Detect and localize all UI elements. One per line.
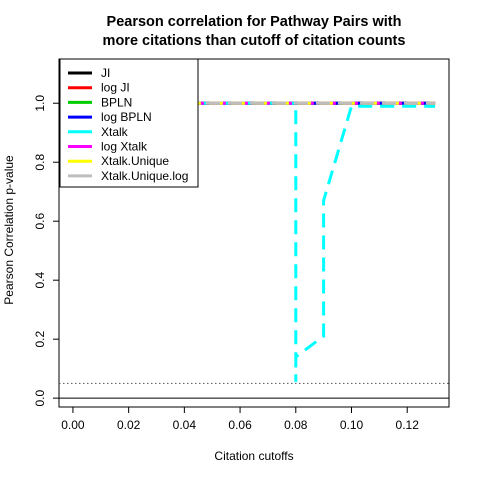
x-tick-label-5: 0.10 xyxy=(340,418,364,432)
x-axis-label: Citation cutoffs xyxy=(214,449,293,463)
y-tick-label-1: 0.2 xyxy=(33,331,47,348)
series-line-xtalk xyxy=(72,101,436,382)
x-tick-label-4: 0.08 xyxy=(284,418,308,432)
legend-label-1: log JI xyxy=(101,81,130,95)
x-tick-label-2: 0.04 xyxy=(173,418,197,432)
y-tick-label-4: 0.8 xyxy=(33,154,47,171)
legend-label-3: log BPLN xyxy=(101,110,152,124)
x-tick-label-1: 0.02 xyxy=(117,418,141,432)
y-tick-label-2: 0.4 xyxy=(33,272,47,289)
legend-box xyxy=(59,58,199,188)
legend-label-5: log Xtalk xyxy=(101,140,148,154)
y-axis-label: Pearson Correlation p-value xyxy=(2,155,16,305)
y-tick-label-3: 0.6 xyxy=(33,213,47,230)
x-tick-label-0: 0.00 xyxy=(61,418,85,432)
legend-label-2: BPLN xyxy=(101,95,132,109)
y-tick-label-0: 0.0 xyxy=(33,389,47,406)
chart-title-line-1: Pearson correlation for Pathway Pairs wi… xyxy=(107,14,402,30)
chart-title-line-2: more citations than cutoff of citation c… xyxy=(103,33,406,49)
legend-label-7: Xtalk.Unique.log xyxy=(101,169,188,183)
x-tick-label-6: 0.12 xyxy=(396,418,420,432)
legend-label-0: JI xyxy=(101,66,110,80)
plot-border xyxy=(58,58,450,408)
legend-label-6: Xtalk.Unique xyxy=(101,154,169,168)
x-tick-label-3: 0.06 xyxy=(228,418,252,432)
y-tick-label-5: 1.0 xyxy=(33,95,47,112)
legend-label-4: Xtalk xyxy=(101,125,129,139)
